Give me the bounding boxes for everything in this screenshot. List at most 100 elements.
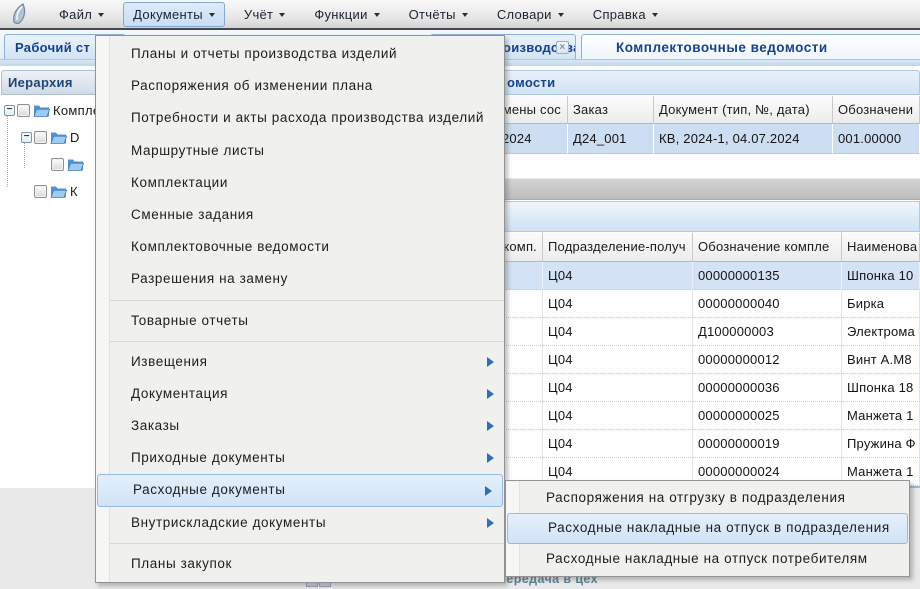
grid-cell: Д100000003 xyxy=(693,318,842,346)
grid-row[interactable]: 2024 Д24_001 КВ, 2024-1, 04.07.2024 001.000… xyxy=(440,124,920,154)
menubar-item-label: Документы xyxy=(133,6,203,22)
menu-item[interactable]: Сменные задания xyxy=(96,199,504,231)
menubar-items: Файл Документы Учёт Функции Отчёты Словари Спр… xyxy=(40,1,668,27)
tree-checkbox[interactable] xyxy=(51,158,64,171)
menu-item-label: Извещения xyxy=(131,353,208,369)
menu-item[interactable]: Расходные документы xyxy=(97,474,503,507)
submenu-arrow-icon xyxy=(487,356,494,367)
submenu-arrow-icon xyxy=(487,517,494,528)
menu-item[interactable]: Планы и отчеты производства изделий xyxy=(96,38,504,70)
caret-down-icon xyxy=(279,13,286,17)
menu-item[interactable]: Маршрутные листы xyxy=(96,135,504,167)
menu-item[interactable]: Распоряжения об изменении плана xyxy=(96,70,504,102)
tree-collapse-icon[interactable]: − xyxy=(21,132,32,143)
menu-item-label: Приходные документы xyxy=(131,450,286,466)
grid-cell: Ц04 xyxy=(543,290,693,318)
grid-cell: КВ, 2024-1, 04.07.2024 xyxy=(654,124,833,154)
menubar-item-reports[interactable]: Отчёты xyxy=(399,2,478,27)
caret-down-icon xyxy=(461,13,468,17)
submenu-arrow-icon xyxy=(487,421,494,432)
menubar-item-label: Отчёты xyxy=(408,6,456,22)
grid-cell: Ц04 xyxy=(543,318,693,346)
menu-item[interactable]: Распоряжения на отгрузку в подразделения xyxy=(506,483,909,513)
menu-item[interactable]: Расходные накладные на отпуск в подразде… xyxy=(507,513,908,544)
grid-row[interactable]: Ц04 00000000012 Винт А.М8 xyxy=(440,346,920,374)
menu-item-label: Планы и отчеты производства изделий xyxy=(131,46,398,61)
grid-cell: Шпонка 18 xyxy=(842,374,920,402)
documents-panel-title-fragment: омости xyxy=(507,75,556,90)
close-icon[interactable]: × xyxy=(556,41,569,54)
grid-column-header[interactable]: Наименова xyxy=(842,233,920,262)
tree-checkbox[interactable] xyxy=(34,185,47,198)
folder-icon xyxy=(33,104,51,122)
menu-item[interactable]: Товарные отчеты xyxy=(96,305,504,337)
menubar-item-help[interactable]: Справка xyxy=(583,2,668,27)
menu-item[interactable]: Расходные накладные на отпуск потребител… xyxy=(506,544,909,574)
grid-row[interactable]: Ц04 00000000019 Пружина Ф xyxy=(440,430,920,458)
grid-cell: 001.00000 xyxy=(833,124,920,154)
menu-item[interactable]: Приходные документы xyxy=(96,442,504,474)
tree-checkbox[interactable] xyxy=(17,104,30,117)
grid-cell: Винт А.М8 xyxy=(842,346,920,374)
menubar-item-file[interactable]: Файл xyxy=(49,2,114,27)
caret-down-icon xyxy=(373,13,380,17)
folder-icon xyxy=(50,185,68,203)
grid-cell: Бирка xyxy=(842,290,920,318)
grid-row[interactable]: Ц04 Д100000003 Электрома xyxy=(440,318,920,346)
tree-node-label: D xyxy=(70,130,80,145)
tab-picking-lists[interactable]: Комплектовочные ведомости xyxy=(581,34,920,61)
grid-row[interactable]: Ц04 00000000025 Манжета 1 xyxy=(440,402,920,430)
grid-row[interactable]: Ц04 00000000040 Бирка xyxy=(440,290,920,318)
outgoing-documents-submenu: Распоряжения на отгрузку в подразделения… xyxy=(505,480,910,577)
caret-down-icon xyxy=(651,13,658,17)
caret-down-icon xyxy=(208,13,215,17)
tree-connector-line xyxy=(24,140,26,168)
grid-column-header[interactable]: Обозначени xyxy=(833,96,920,124)
menu-item-label: Расходные накладные на отпуск потребител… xyxy=(546,550,868,566)
menubar-item-functions[interactable]: Функции xyxy=(304,2,389,27)
menubar-item-documents[interactable]: Документы xyxy=(123,1,225,27)
menubar-item-label: Файл xyxy=(59,6,93,22)
menu-item[interactable]: Комплектовочные ведомости xyxy=(96,231,504,263)
grid-column-header[interactable]: Обозначение компле xyxy=(693,233,842,262)
menu-item-label: Распоряжения об изменении плана xyxy=(131,78,373,94)
tab-label: Комплектовочные ведомости xyxy=(616,40,828,55)
grid-column-header[interactable]: Документ (тип, №, дата) xyxy=(654,96,833,124)
menu-item[interactable]: Внутрискладские документы xyxy=(96,507,504,539)
menu-item[interactable]: Потребности и акты расхода производства … xyxy=(96,102,504,134)
submenu-arrow-icon xyxy=(487,453,494,464)
submenu-arrow-icon xyxy=(487,388,494,399)
menu-item[interactable]: Разрешения на замену xyxy=(96,263,504,295)
tree-node[interactable] xyxy=(0,152,190,178)
tree-checkbox[interactable] xyxy=(34,131,47,144)
menu-item-label: Комплектовочные ведомости xyxy=(131,239,330,255)
submenu-arrow-icon xyxy=(485,485,492,496)
grid-cell: 00000000025 xyxy=(693,402,842,430)
menu-item[interactable]: Комплектации xyxy=(96,167,504,199)
grid-header-row: смены сос Заказ Документ (тип, №, дата) Обо… xyxy=(440,96,920,124)
menubar-item-label: Справка xyxy=(592,6,646,22)
tree-node-label: К xyxy=(70,184,78,199)
tree-node[interactable]: − D xyxy=(0,125,190,151)
menu-item[interactable]: Планы закупок xyxy=(96,548,504,580)
tree-collapse-icon[interactable]: − xyxy=(4,105,15,116)
grid-cell: Ц04 xyxy=(543,374,693,402)
menu-item[interactable]: Документация xyxy=(96,378,504,410)
menu-item[interactable]: Извещения xyxy=(96,346,504,378)
menubar-item-dictionaries[interactable]: Словари xyxy=(487,2,574,27)
grid-cell: Электрома xyxy=(842,318,920,346)
grid-column-header[interactable]: Заказ xyxy=(568,96,654,124)
grid-column-header[interactable]: Подразделение-получ xyxy=(543,233,693,262)
tree-node[interactable]: К xyxy=(0,179,190,205)
documents-grid: смены сос Заказ Документ (тип, №, дата) Обо… xyxy=(440,96,920,154)
folder-icon xyxy=(50,131,68,149)
grid-row[interactable]: Ц04 00000000135 Шпонка 10 xyxy=(440,262,920,290)
grid-row[interactable]: Ц04 00000000036 Шпонка 18 xyxy=(440,374,920,402)
menubar-item-label: Словари xyxy=(496,6,552,22)
menu-item-label: Внутрискладские документы xyxy=(131,514,327,530)
grid-cell: Ц04 xyxy=(543,262,693,290)
menu-item-label: Сменные задания xyxy=(131,206,254,222)
menubar-item-accounting[interactable]: Учёт xyxy=(234,2,295,27)
menu-item[interactable]: Заказы xyxy=(96,410,504,442)
